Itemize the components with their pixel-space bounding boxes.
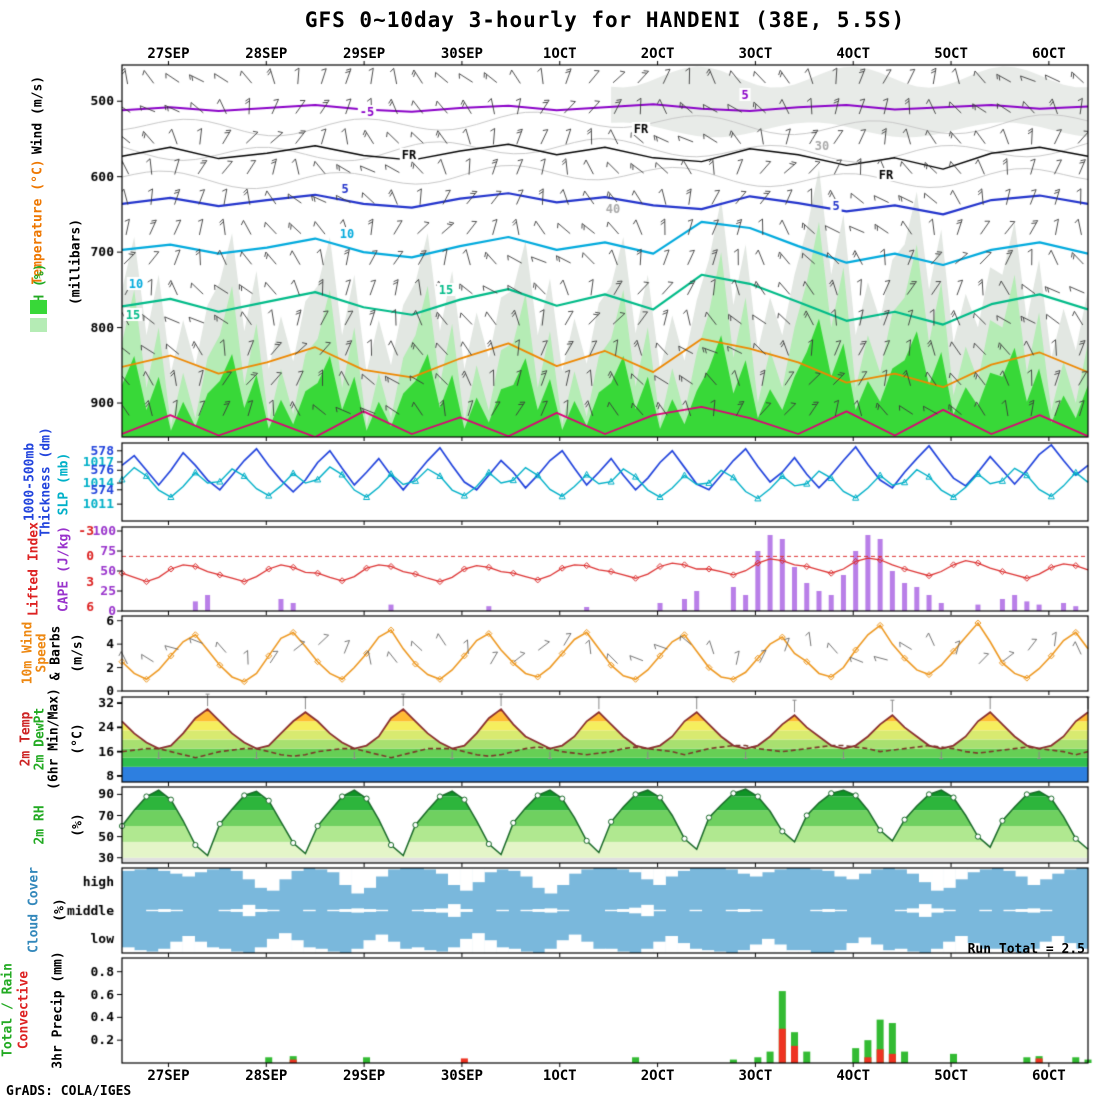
x-axis-day-label: 3OCT [738, 46, 773, 62]
axis-label-rh-units: (%) [70, 813, 86, 837]
axis-label-thickness-1: 1000-500mb [22, 442, 38, 522]
run-total-annotation: Run Total = 2.5 [967, 942, 1085, 957]
x-axis-day-label: 6OCT [1032, 1068, 1066, 1084]
rh-shading-swatch-pale [30, 318, 47, 332]
axis-label-10m-wind: 10m Wind [20, 621, 36, 685]
x-axis-day-label: 1OCT [542, 46, 577, 62]
axis-label-3hr-precip: 3hr Precip (mm) [50, 951, 66, 1069]
axis-label-lifted-index: Lifted Index [26, 522, 42, 616]
axis-label-ms-units: (m/s) [70, 633, 86, 673]
x-axis-day-label: 2OCT [640, 1068, 675, 1084]
x-axis-day-label: 28SEP [245, 46, 288, 62]
x-axis-day-label: 4OCT [836, 1068, 871, 1084]
axis-label-thickness-2: Thickness (dm) [38, 427, 54, 537]
axis-label-2m-temp: 2m Temp [18, 711, 34, 767]
x-axis-day-label: 29SEP [343, 46, 386, 62]
axis-label-slp: SLP (mb) [56, 452, 72, 516]
axis-label-wind: Wind (m/s) [30, 75, 46, 155]
x-axis-day-label: 6OCT [1032, 46, 1066, 62]
x-axis-day-label: 4OCT [836, 46, 871, 62]
x-axis-day-label: 5OCT [934, 46, 968, 62]
x-axis-day-label: 2OCT [640, 46, 675, 62]
axis-label-total-rain: Total / Rain [0, 963, 16, 1057]
axis-label-convective: Convective [16, 970, 32, 1050]
axis-label-barbs: & Barbs [48, 625, 64, 681]
axis-label-2m-rh: 2m RH [32, 805, 48, 845]
axis-label-2m-dewpt: 2m DewPt [32, 707, 48, 771]
x-axis-day-label: 29SEP [343, 1068, 386, 1084]
x-axis-day-label: 30SEP [440, 46, 483, 62]
axis-label-speed: Speed [34, 633, 50, 673]
rh-shading-swatch-bright [30, 300, 47, 314]
axis-label-cloud-units: (%) [52, 898, 68, 922]
axis-label-degc-units: (°C) [70, 723, 86, 755]
x-axis-day-label: 27SEP [147, 46, 190, 62]
grads-credit: GrADS: COLA/IGES [6, 1084, 132, 1099]
page-title: GFS 0~10day 3-hourly for HANDENI (38E, 5… [304, 8, 906, 32]
axis-label-minmax: (6hr Min/Max) [46, 688, 62, 790]
x-axis-day-label: 1OCT [542, 1068, 577, 1084]
axis-label-millibars: (millibars) [68, 218, 84, 306]
x-axis-day-label: 30SEP [440, 1068, 483, 1084]
x-axis-day-label: 3OCT [738, 1068, 773, 1084]
axis-label-cloud-cover: Cloud Cover [26, 866, 42, 954]
x-axis-day-label: 28SEP [245, 1068, 288, 1084]
axis-label-cape: CAPE (J/kg) [56, 525, 72, 613]
x-axis-day-label: 5OCT [934, 1068, 968, 1084]
x-axis-day-label: 27SEP [147, 1068, 190, 1084]
